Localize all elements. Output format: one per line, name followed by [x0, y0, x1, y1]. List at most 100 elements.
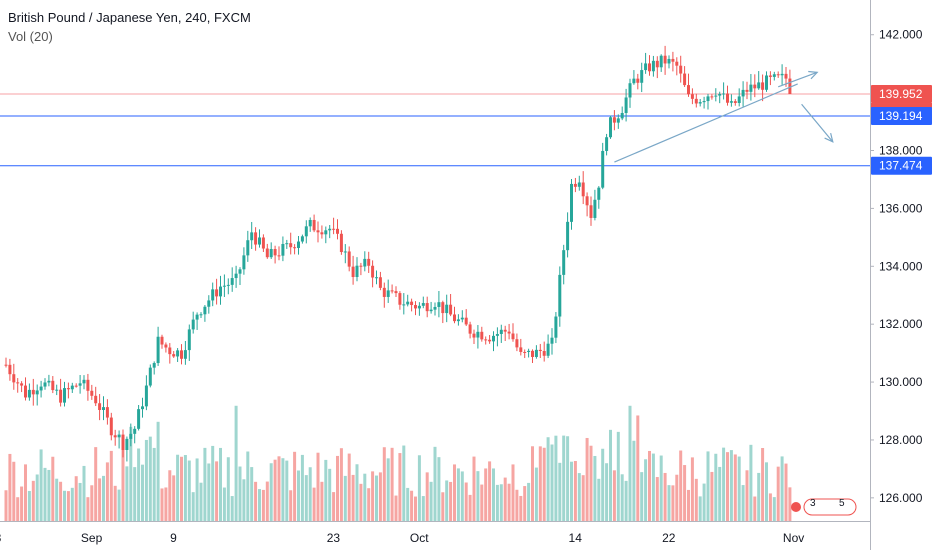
volume-bar	[550, 444, 554, 521]
candle	[531, 349, 534, 363]
y-tick-label: 128.000	[879, 433, 923, 447]
candle-body	[690, 94, 694, 99]
candle	[710, 94, 714, 100]
candle-body	[733, 101, 737, 103]
candle	[624, 88, 628, 122]
candle	[394, 286, 398, 298]
candle-body	[378, 277, 382, 288]
candle	[105, 399, 109, 425]
candle	[367, 251, 371, 273]
volume-bar	[741, 485, 745, 521]
volume-bar	[187, 460, 191, 521]
candle	[671, 51, 675, 72]
candle	[133, 426, 137, 444]
candle	[632, 70, 636, 85]
candle	[191, 311, 195, 334]
candle	[156, 326, 160, 366]
candle	[780, 64, 784, 85]
candle	[683, 66, 687, 87]
volume-bar	[511, 464, 515, 521]
candle-body	[386, 290, 390, 297]
candle	[141, 397, 144, 418]
candle	[187, 324, 191, 361]
drawings[interactable]	[614, 70, 834, 163]
volume-bar	[745, 470, 749, 521]
volume-bar	[35, 474, 39, 521]
candle	[148, 364, 152, 388]
volume-bar	[534, 467, 538, 521]
volume-indicator-label[interactable]: Vol (20)	[8, 29, 53, 44]
candle-body	[573, 183, 577, 187]
volume-bar	[55, 478, 59, 521]
candle-body	[745, 89, 749, 92]
volume-bar	[460, 471, 464, 521]
volume-bar	[476, 471, 480, 521]
candle-body	[187, 329, 191, 351]
volume-bar	[4, 490, 8, 521]
candle	[659, 54, 663, 72]
candle-body	[273, 249, 277, 256]
volume-bar	[612, 470, 616, 521]
volume-bar	[441, 492, 445, 521]
candle-body	[86, 379, 90, 391]
volume-bar	[347, 453, 351, 521]
candle	[445, 294, 449, 323]
volume-bar	[675, 474, 679, 521]
candle-body	[519, 347, 523, 352]
volume-bar	[456, 468, 460, 521]
candle-body	[499, 329, 503, 335]
candle	[398, 291, 402, 310]
candle	[566, 212, 570, 258]
candle	[616, 114, 620, 129]
candle	[655, 56, 659, 79]
symbol-title[interactable]: British Pound / Japanese Yen, 240, FXCM	[8, 10, 251, 25]
candle	[312, 214, 316, 233]
candle	[109, 412, 113, 441]
volume-bar	[86, 497, 90, 521]
candle-body	[570, 183, 573, 222]
candle	[300, 234, 304, 244]
candle	[694, 93, 698, 108]
volume-bar	[59, 481, 63, 521]
volume-bar	[308, 467, 312, 521]
candle-body	[612, 117, 616, 123]
volume-bar	[765, 462, 768, 521]
candle	[355, 257, 359, 282]
candle	[359, 262, 363, 276]
candle	[718, 91, 722, 104]
candle-body	[601, 150, 605, 188]
volume-bar	[297, 470, 300, 521]
candle	[768, 71, 772, 86]
volume-bar	[616, 431, 620, 521]
volume-bar	[51, 456, 55, 521]
volume-bar	[105, 462, 109, 521]
candle-body	[8, 364, 12, 375]
candle	[66, 382, 70, 399]
candle	[183, 340, 187, 365]
candle	[27, 383, 31, 401]
volume-bar	[117, 489, 121, 521]
volume-bar	[261, 489, 265, 521]
volume-bar	[531, 446, 534, 521]
candle-body	[109, 417, 113, 436]
candle	[285, 239, 289, 249]
candle-body	[355, 265, 359, 278]
candle-body	[605, 137, 609, 151]
candle	[160, 334, 164, 349]
candle	[47, 374, 51, 387]
candle-body	[480, 331, 484, 340]
candle-body	[168, 347, 172, 355]
volume-bar	[414, 496, 417, 521]
candle-body	[726, 93, 729, 103]
candle-body	[328, 228, 332, 231]
candle	[16, 378, 20, 393]
candle	[733, 99, 737, 106]
candle	[336, 219, 339, 240]
candle-body	[371, 265, 375, 278]
candle	[503, 325, 507, 341]
candle-body	[620, 112, 624, 119]
candle	[507, 323, 511, 340]
candle-body	[585, 196, 589, 206]
